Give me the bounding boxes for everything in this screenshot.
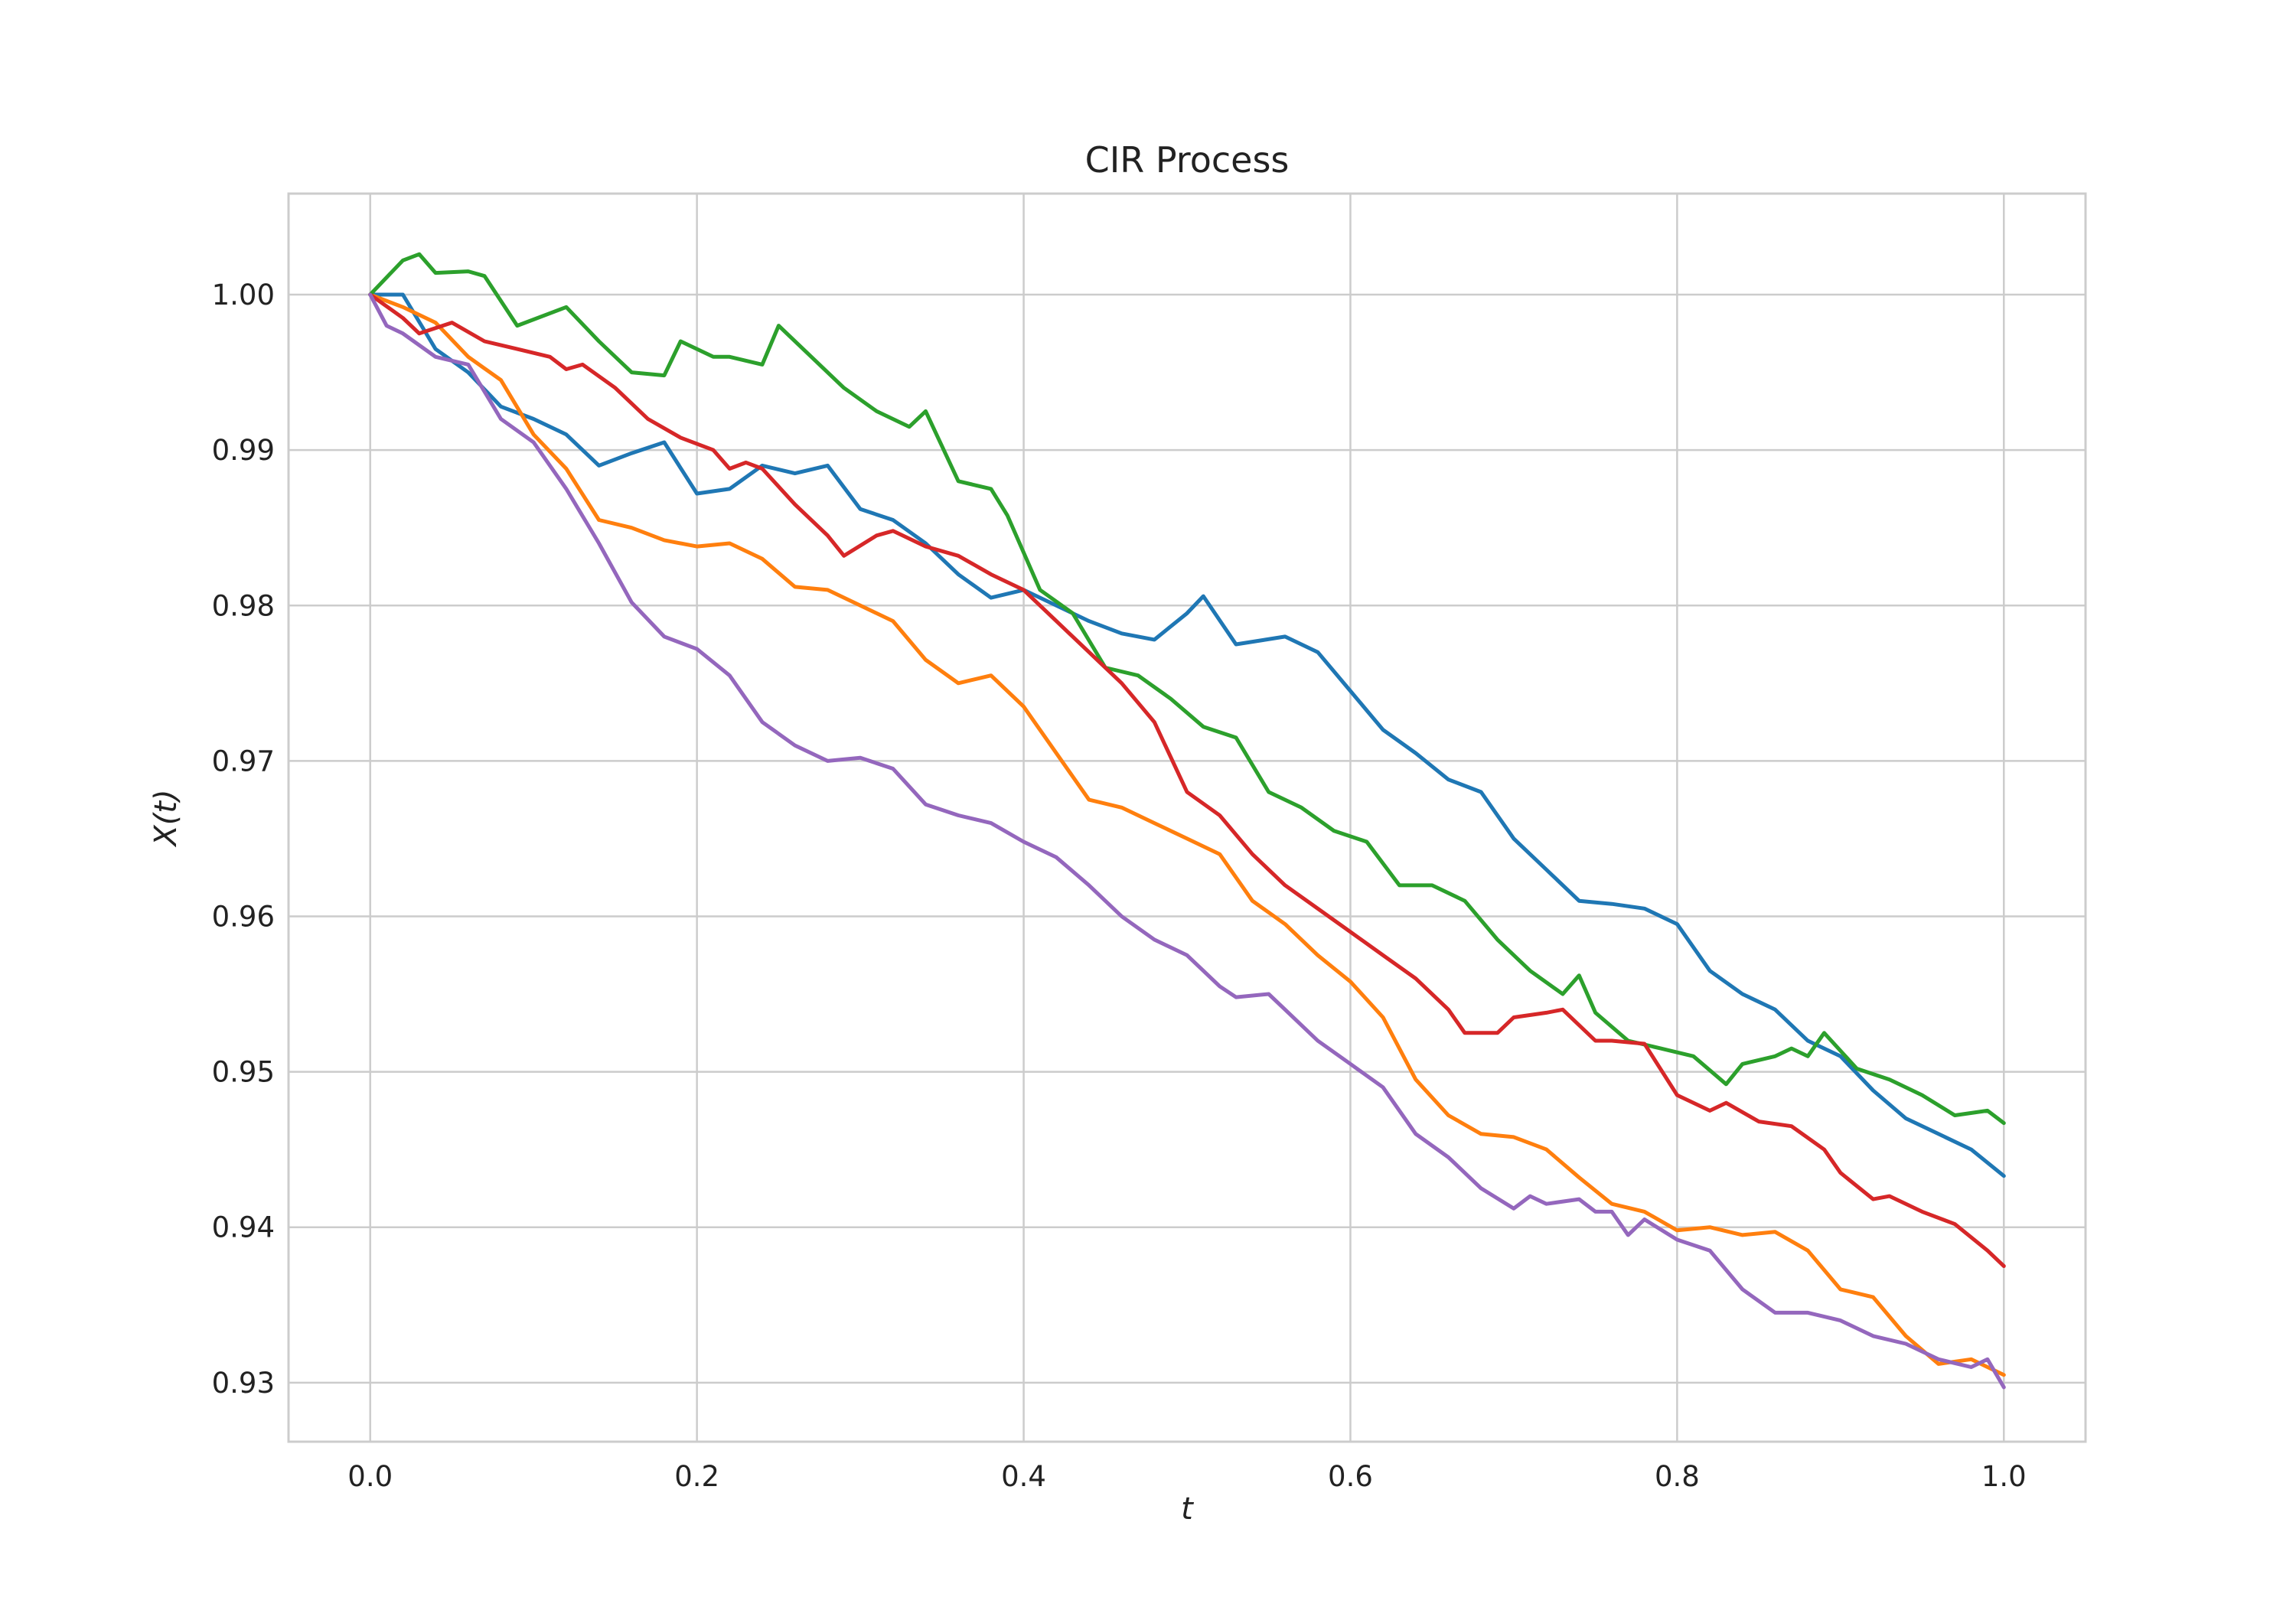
series-line-5 [368, 292, 2006, 1390]
y-tick-label: 0.98 [212, 589, 275, 622]
x-tick-label: 0.4 [1001, 1460, 1046, 1493]
tick-labels: 0.0 0.2 0.4 0.6 0.8 1.0 0.93 0.94 0.95 0.96 0.97 0.… [212, 279, 2027, 1493]
y-tick-label: 1.00 [212, 279, 275, 311]
x-tick-label: 0.8 [1655, 1460, 1700, 1493]
series-lines [368, 252, 2006, 1390]
plot-frame [287, 192, 2087, 1443]
y-tick-label: 0.95 [212, 1056, 275, 1089]
x-axis-label: t [1181, 1491, 1194, 1527]
y-axis-label: X(t) [148, 789, 184, 847]
series-line-2 [368, 292, 2006, 1377]
series-line-4 [368, 292, 2006, 1268]
x-tick-label: 0.6 [1328, 1460, 1373, 1493]
grid-lines [289, 194, 2086, 1442]
chart-title: CIR Process [1085, 139, 1290, 181]
series-line-3 [368, 252, 2006, 1126]
x-tick-label: 0.2 [674, 1460, 719, 1493]
series-line-1 [368, 292, 2006, 1178]
x-tick-label: 0.0 [347, 1460, 393, 1493]
x-tick-label: 1.0 [1981, 1460, 2027, 1493]
y-tick-label: 0.96 [212, 900, 275, 933]
y-tick-label: 0.94 [212, 1211, 275, 1244]
y-tick-label: 0.97 [212, 745, 275, 777]
y-tick-label: 0.99 [212, 434, 275, 467]
y-tick-label: 0.93 [212, 1367, 275, 1400]
